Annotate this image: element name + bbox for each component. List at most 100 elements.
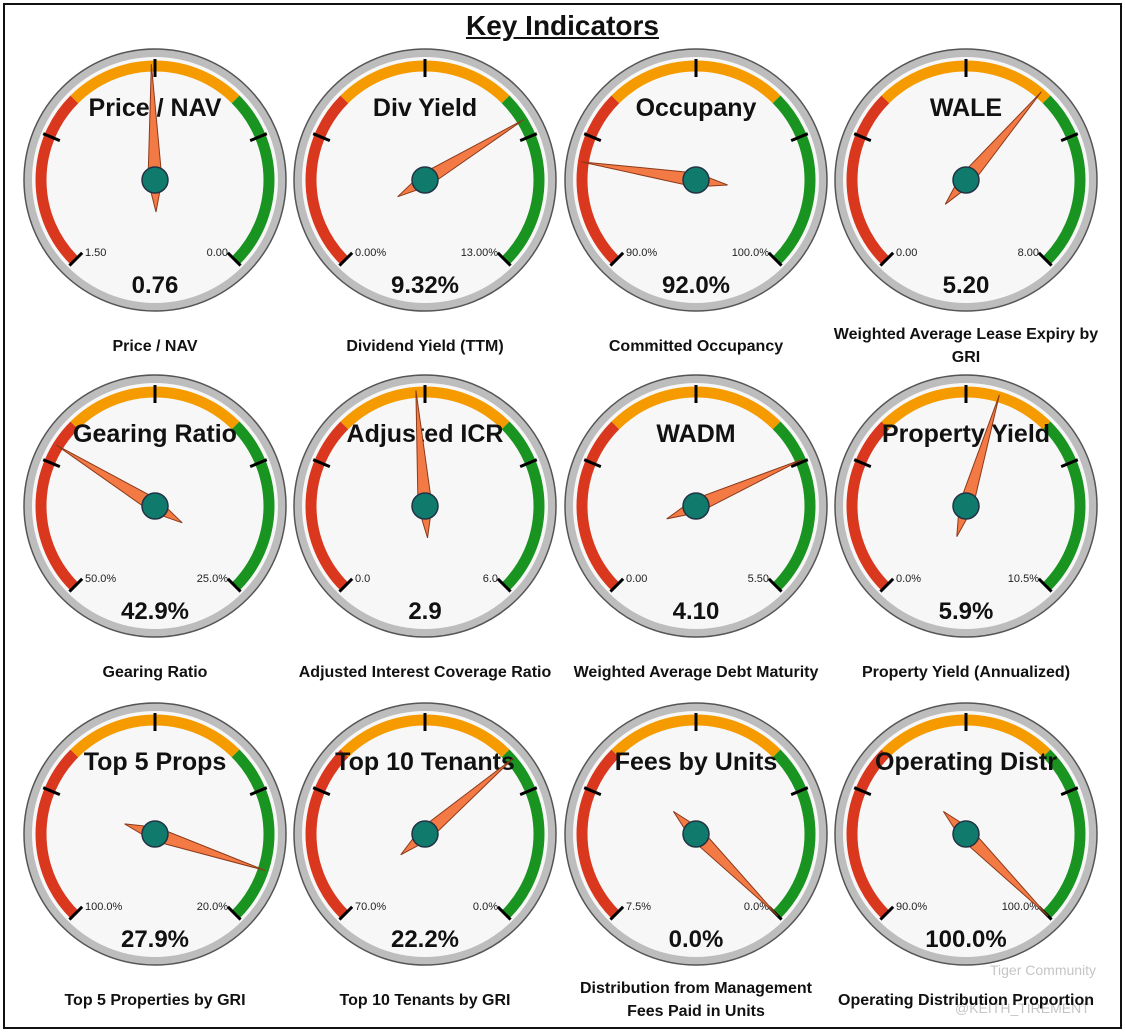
needle-hub — [682, 166, 710, 194]
max-label: 6.0 — [483, 573, 498, 585]
max-label: 8.00 — [1018, 247, 1039, 259]
gauge-tick — [1060, 458, 1079, 468]
gauge-tick — [42, 132, 61, 142]
max-label: 10.5% — [1008, 573, 1039, 585]
gauge-band — [772, 749, 816, 919]
min-label: 0.00 — [896, 247, 917, 259]
gauge-caption: Distribution from Management Fees Paid i… — [579, 980, 812, 1020]
gauge-band — [501, 421, 545, 591]
frame — [3, 3, 1122, 1029]
gauge-tick — [249, 132, 268, 142]
gauge-tick — [767, 577, 783, 593]
gauge-tick — [42, 786, 61, 796]
gauge-tick — [249, 786, 268, 796]
gauge-caption: Top 10 Tenants by GRI — [339, 991, 511, 1009]
gauge-band — [501, 749, 545, 919]
min-label: 0.00 — [626, 573, 647, 585]
gauge-tick — [496, 251, 512, 267]
min-label: 0.0% — [896, 573, 921, 585]
gauge-tick — [853, 132, 872, 142]
gauge-tick — [312, 786, 331, 796]
gauge-tick — [519, 458, 538, 468]
gauge-tick — [338, 905, 354, 921]
gauge-tick — [338, 251, 354, 267]
needle-hub — [141, 166, 169, 194]
min-label: 90.0% — [626, 247, 657, 259]
max-label: 25.0% — [197, 573, 228, 585]
gauge-title: Property Yield — [882, 420, 1050, 448]
value-label: 27.9% — [121, 926, 189, 953]
gauge-caption: Operating Distribution Proportion — [838, 991, 1094, 1009]
needle-hub — [682, 492, 710, 520]
value-label: 5.20 — [943, 272, 990, 299]
gauge-tick — [496, 905, 512, 921]
gauge-band — [1042, 421, 1086, 591]
gauge-band — [35, 95, 79, 265]
gauge-tick — [68, 905, 84, 921]
gauge-tick — [226, 577, 242, 593]
gauge-band — [231, 421, 275, 591]
needle-hub — [411, 820, 439, 848]
gauge-tick — [312, 132, 331, 142]
gauge-band — [846, 749, 890, 919]
gauge-caption: Gearing Ratio — [102, 663, 208, 681]
gauge-tick — [496, 577, 512, 593]
value-label: 22.2% — [391, 926, 459, 953]
gauge-band — [305, 749, 349, 919]
gauge-tick — [519, 786, 538, 796]
gauge-tick — [790, 458, 809, 468]
gauge-tick — [312, 458, 331, 468]
gauge-band — [305, 95, 349, 265]
value-label: 0.76 — [132, 272, 179, 299]
gauge-tick — [609, 905, 625, 921]
watermark: Tiger Community — [990, 962, 1097, 978]
gauge-band — [772, 421, 816, 591]
gauge-title: Top 10 Tenants — [335, 748, 515, 776]
value-label: 92.0% — [662, 272, 730, 299]
gauge-tick — [226, 905, 242, 921]
gauge-title: Fees by Units — [615, 748, 778, 776]
max-label: 20.0% — [197, 901, 228, 913]
min-label: 100.0% — [85, 901, 123, 913]
gauge-title: Gearing Ratio — [73, 420, 237, 448]
gauge-band — [1042, 749, 1086, 919]
value-label: 5.9% — [939, 598, 994, 625]
gauge-caption: Weighted Average Lease Expiry by GRI — [833, 326, 1099, 366]
gauge-tick — [879, 251, 895, 267]
watermark: @KEITH_TIREMENT — [955, 1000, 1090, 1016]
gauge-title: Adjusted ICR — [347, 420, 504, 448]
value-label: 9.32% — [391, 272, 459, 299]
gauge-tick — [790, 132, 809, 142]
max-label: 0.00 — [207, 247, 228, 259]
needle-hub — [411, 166, 439, 194]
page-title: Key Indicators — [466, 10, 659, 41]
gauge-title: Operating Distr — [875, 748, 1057, 776]
max-label: 100.0% — [1002, 901, 1040, 913]
gauge-tick — [853, 458, 872, 468]
needle-hub — [682, 820, 710, 848]
needle-hub — [411, 492, 439, 520]
gauge-tick — [583, 786, 602, 796]
value-label: 100.0% — [925, 926, 1006, 953]
gauge-tick — [1037, 251, 1053, 267]
gauge-band — [772, 95, 816, 265]
gauge-title: WADM — [656, 420, 735, 448]
gauge-tick — [519, 132, 538, 142]
gauge-caption: Property Yield (Annualized) — [861, 663, 1071, 681]
max-label: 100.0% — [732, 247, 770, 259]
gauge-caption: Weighted Average Debt Maturity — [573, 663, 819, 681]
gauge-tick — [1060, 786, 1079, 796]
gauge-band — [576, 749, 620, 919]
gauge-tick — [1060, 132, 1079, 142]
max-label: 0.0% — [744, 901, 769, 913]
gauge-caption: Committed Occupancy — [608, 337, 784, 355]
gauge-tick — [879, 577, 895, 593]
gauge-tick — [790, 786, 809, 796]
gauge-tick — [68, 251, 84, 267]
gauge-caption: Top 5 Properties by GRI — [64, 991, 246, 1009]
gauge-band — [576, 421, 620, 591]
value-label: 4.10 — [673, 598, 720, 625]
gauge-band — [846, 95, 890, 265]
gauge-tick — [338, 577, 354, 593]
